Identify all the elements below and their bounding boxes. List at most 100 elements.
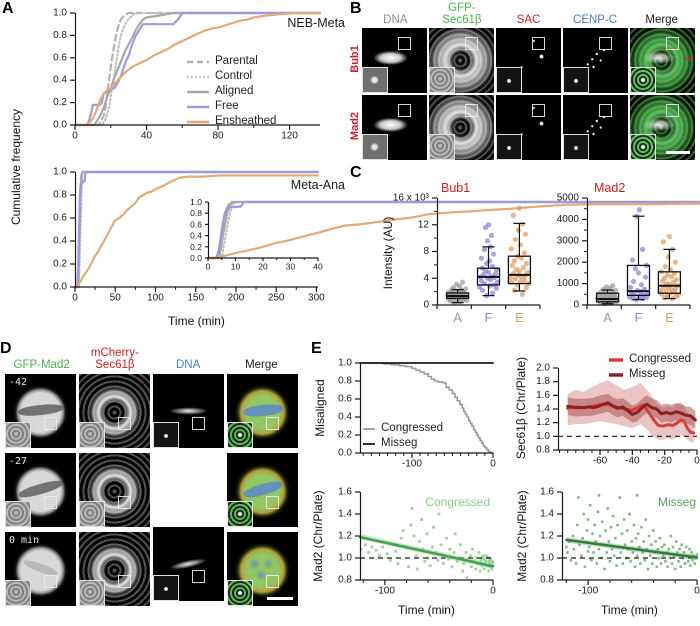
panel-d-image-r0c2: [153, 374, 224, 448]
panel-d-image-r1c1: [79, 453, 150, 527]
column-header-mcherry-sec61-: mCherry- Sec61β: [90, 347, 139, 371]
zoom-inset: [429, 134, 455, 160]
zoom-inset: [227, 422, 253, 448]
roi-box: [531, 37, 545, 51]
legend-label: Congressed: [381, 422, 444, 434]
panel-e-label: E: [311, 340, 322, 357]
column-header-dna: DNA: [175, 359, 201, 371]
panel-b-row-label-mad2: Mad2: [349, 111, 361, 141]
panel-b-image-r0c4: [630, 28, 695, 93]
legend-label: Misseg: [629, 368, 666, 380]
legend-item-misseg: Misseg: [362, 436, 443, 451]
svg-text:2.0: 2.0: [536, 363, 550, 374]
legend-label: Free: [215, 100, 239, 112]
zoom-inset: [153, 422, 179, 448]
svg-text:-20: -20: [657, 455, 672, 466]
chart-mad2-misseg: -100 0 0.8 1.0 1.2 1.4 1.6: [540, 487, 700, 597]
chart-meta-ana: 0 50 100 150 200 250 300 0.0 0.2 0.4 0.6 0.8 1.0: [53, 167, 325, 304]
svg-text:0.2: 0.2: [53, 259, 67, 270]
column-header-merge: Merge: [645, 14, 678, 26]
svg-text:1.6: 1.6: [338, 487, 352, 498]
roi-box: [192, 569, 206, 583]
zoom-inset: [563, 67, 589, 93]
svg-text:0: 0: [573, 300, 579, 311]
panel-d-image-r1c3: [227, 453, 298, 527]
svg-text:40: 40: [313, 261, 323, 271]
legend-label: Aligned: [215, 85, 254, 97]
column-header-gfp-mad2: GFP-Mad2: [13, 359, 70, 371]
svg-text:0.4: 0.4: [338, 412, 352, 423]
legend-item-control: Control: [186, 69, 276, 84]
svg-text:E: E: [515, 311, 523, 325]
panel-b-image-r0c0: [362, 28, 427, 93]
zoom-inset: [79, 501, 105, 527]
svg-text:120: 120: [281, 130, 298, 141]
svg-text:-100: -100: [402, 458, 422, 469]
zoom-inset: [630, 67, 656, 93]
svg-text:0: 0: [72, 292, 78, 303]
svg-text:0: 0: [694, 585, 700, 596]
panel-d-image-r0c1: [79, 374, 150, 448]
zoom-inset: [79, 580, 105, 606]
svg-text:0.8: 0.8: [190, 208, 202, 218]
roi-box: [44, 574, 58, 588]
mad2-congressed-y-axis-title: Mad2 (Chr/Plate): [311, 490, 325, 582]
chart-bub1-intensity: A F E 0 4 8 12 16 x 10³: [393, 193, 541, 325]
zoom-inset: [5, 422, 31, 448]
svg-text:F: F: [635, 311, 643, 325]
roi-box: [266, 495, 280, 509]
panel-d-image-r1c2: [153, 527, 224, 601]
svg-text:12: 12: [418, 219, 430, 230]
panel-d-column-headers: GFP-Mad2 mCherry- Sec61β DNA Merge: [5, 342, 298, 371]
zoom-inset: [496, 134, 522, 160]
bub1-plot-title: Bub1: [441, 181, 471, 195]
svg-text:50: 50: [110, 292, 122, 303]
svg-text:0.6: 0.6: [190, 219, 202, 229]
zoom-inset: [79, 422, 105, 448]
svg-text:-40: -40: [625, 455, 640, 466]
svg-text:0.8: 0.8: [540, 575, 554, 586]
svg-text:A: A: [603, 311, 612, 325]
zoom-inset: [362, 134, 388, 160]
panel-b-label: B: [350, 0, 362, 17]
svg-text:100: 100: [147, 292, 164, 303]
svg-text:1.0: 1.0: [536, 431, 550, 442]
svg-text:0: 0: [490, 585, 496, 596]
svg-text:-60: -60: [593, 455, 608, 466]
panel-b-column-headers: DNA GFP- Sec61β SAC CENP-C Merge: [362, 1, 695, 26]
chart-meta-ana-inset: 0 10 20 30 40 0.0 0.2 0.4 0.6 0.8 1.0: [190, 197, 700, 271]
legend-item-free: Free: [186, 99, 276, 114]
timestamp-label: -27: [9, 456, 28, 467]
svg-text:4: 4: [423, 273, 429, 284]
svg-text:0.6: 0.6: [53, 213, 67, 224]
chart-neb-meta: 0 40 80 120 0.0 0.2 0.4 0.6 0.8 1.0: [53, 8, 322, 141]
panel-b-image-r1c3: [563, 95, 628, 160]
panel-b-image-r0c3: [563, 28, 628, 93]
svg-text:300: 300: [308, 292, 325, 303]
roi-box: [665, 37, 679, 51]
roi-box: [266, 416, 280, 430]
misseg-annotation: Misseg: [657, 495, 696, 509]
svg-text:1.2: 1.2: [536, 417, 550, 428]
svg-text:8: 8: [423, 246, 429, 257]
zoom-inset: [5, 580, 31, 606]
chart-mad2-congressed: -100 0 0.8 1.0 1.2 1.4 1.6: [338, 487, 496, 597]
roi-box: [464, 104, 478, 118]
svg-text:30: 30: [286, 261, 296, 271]
svg-text:0.4: 0.4: [53, 236, 67, 247]
svg-text:2000: 2000: [557, 257, 580, 268]
panel-b-image-r0c2: [496, 28, 561, 93]
svg-text:0.2: 0.2: [338, 430, 352, 441]
panel-b-image-r1c0: [362, 95, 427, 160]
svg-text:40: 40: [141, 130, 153, 141]
svg-text:1.2: 1.2: [338, 531, 352, 542]
svg-text:A: A: [453, 311, 462, 325]
panel-c-y-axis-title: Intensity (AU): [381, 216, 395, 290]
panel-d-label: D: [0, 340, 12, 357]
panel-b-image-r1c1: [429, 95, 494, 160]
roi-box: [665, 104, 679, 118]
svg-text:0.8: 0.8: [536, 445, 550, 456]
svg-text:0.8: 0.8: [53, 30, 67, 41]
svg-text:0.8: 0.8: [338, 575, 352, 586]
svg-text:0.6: 0.6: [338, 394, 352, 405]
